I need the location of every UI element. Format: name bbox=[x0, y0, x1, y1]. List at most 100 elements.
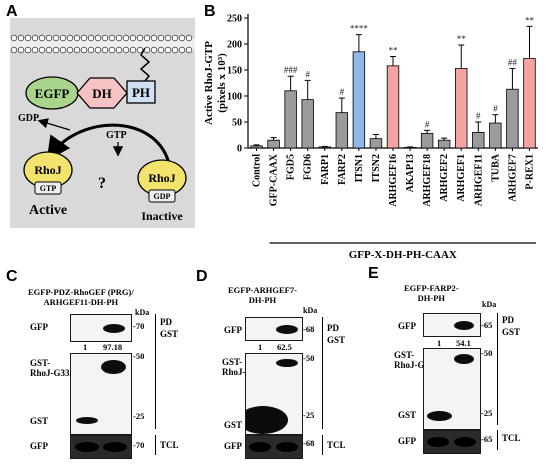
lipid-head bbox=[108, 34, 116, 42]
lipid-head bbox=[157, 46, 165, 54]
gtp-tag-label: GTP bbox=[40, 184, 57, 193]
lipid-head bbox=[129, 46, 137, 54]
blot-c-gfp-pd bbox=[70, 314, 132, 342]
blot-e-gfp-tcl bbox=[423, 430, 481, 454]
gdp-exit-arrow bbox=[37, 118, 71, 131]
x-tick-label: ITSN1 bbox=[354, 154, 365, 182]
blot-d-kda: kDa bbox=[303, 306, 318, 315]
band bbox=[427, 437, 449, 447]
bar bbox=[420, 133, 434, 149]
blot-c-tcl-bracket bbox=[155, 435, 156, 455]
blot-d-label-gst: GST bbox=[224, 420, 243, 430]
rhoj-active-label: RhoJ bbox=[34, 163, 61, 177]
inactive-label: Inactive bbox=[141, 209, 183, 223]
y-tick-label: 100 bbox=[227, 92, 242, 103]
bar bbox=[284, 90, 297, 149]
activation-arrow bbox=[46, 123, 172, 169]
y-axis-label-line: (pixels x 10³) bbox=[216, 53, 228, 113]
ph-domain bbox=[126, 80, 156, 104]
y-axis-label: Active RhoJ-GTP(pixels x 10³) bbox=[203, 41, 228, 125]
x-tick-label: ITSN2 bbox=[371, 154, 382, 182]
blot-c-mw-2: -50 bbox=[133, 351, 145, 361]
y-axis-label-line: Active RhoJ-GTP bbox=[203, 41, 215, 125]
blot-d-label-gfp: GFP bbox=[224, 325, 242, 335]
bar bbox=[489, 122, 502, 149]
y-tick-label: 250 bbox=[227, 14, 242, 25]
blot-d-mw-3: -25 bbox=[303, 410, 315, 420]
band bbox=[103, 442, 127, 452]
blot-e-mw-4: -65 bbox=[481, 434, 493, 444]
dh-label: DH bbox=[92, 86, 112, 101]
blot-d-tcl-label: TCL bbox=[327, 440, 346, 450]
significance-mark: ** bbox=[457, 34, 467, 44]
lipid-head bbox=[73, 34, 81, 42]
lipid-head bbox=[101, 34, 109, 42]
rhoj-activity-chart: Active RhoJ-GTP(pixels x 10³) 0 50 100 150 20… bbox=[203, 14, 538, 261]
lipid-head bbox=[31, 46, 39, 54]
lipid-head bbox=[178, 34, 186, 42]
lipid-head bbox=[122, 34, 130, 42]
blot-d-pd-bracket bbox=[322, 317, 323, 429]
signaling-schematic: EGFP DH PH GDP GTP ? RhoJ GTP Active Rho… bbox=[10, 18, 195, 228]
lipid-head bbox=[164, 46, 172, 54]
blot-e-pd-bracket bbox=[497, 313, 498, 425]
band bbox=[454, 321, 474, 330]
bar bbox=[455, 68, 468, 149]
blot-d-gfp-tcl bbox=[245, 435, 303, 459]
significance-mark: # bbox=[493, 104, 498, 114]
blot-d-gst-pd bbox=[245, 353, 303, 435]
panel-label-e: E bbox=[368, 265, 379, 282]
blot-e-mw-2: -50 bbox=[481, 348, 493, 358]
band bbox=[101, 360, 126, 374]
blot-c-tcl-label: TCL bbox=[160, 440, 179, 450]
blot-c-mw-4: -70 bbox=[133, 440, 145, 450]
x-tick-label: ARHGEF7 bbox=[507, 154, 518, 202]
bar bbox=[403, 147, 417, 149]
lipid-head bbox=[94, 46, 102, 54]
blot-e-label-gfp-tcl: GFP bbox=[398, 436, 416, 446]
significance-mark: # bbox=[340, 87, 345, 97]
blot-e-quant-1: 1 bbox=[437, 338, 442, 348]
panel-label-b: B bbox=[204, 3, 216, 20]
blot-d-pd-label: PD GST bbox=[327, 323, 346, 345]
lipid-head bbox=[164, 34, 172, 42]
blot-e-tcl-label: TCL bbox=[502, 433, 521, 443]
blot-c-mw-1: -70 bbox=[133, 321, 145, 331]
lipid-head bbox=[52, 46, 60, 54]
lipid-heads bbox=[10, 34, 193, 54]
blot-d-mw-2: -50 bbox=[303, 353, 315, 363]
lipid-head bbox=[108, 46, 116, 54]
bar bbox=[301, 99, 314, 149]
significance-mark: # bbox=[425, 119, 430, 129]
significance-mark: ** bbox=[389, 45, 399, 55]
lipid-head bbox=[94, 34, 102, 42]
significance-mark: ### bbox=[284, 65, 298, 75]
x-tick-label: FGD5 bbox=[286, 154, 297, 180]
blot-e-label-gfp: GFP bbox=[398, 321, 416, 331]
bar bbox=[250, 145, 263, 149]
blot-c-kda: kDa bbox=[135, 308, 150, 317]
blot-e-title: EGFP-FARP2- DH-PH bbox=[404, 283, 459, 303]
lipid-head bbox=[24, 34, 32, 42]
lipid-head bbox=[80, 46, 88, 54]
y-tick-label: 0 bbox=[237, 144, 242, 155]
gtp-label: GTP bbox=[106, 130, 127, 141]
blot-c-label-gfp-tcl: GFP bbox=[30, 441, 48, 451]
lipid-head bbox=[17, 46, 25, 54]
blot-c-quant-1: 1 bbox=[83, 342, 88, 352]
lipid-head bbox=[59, 46, 67, 54]
significance-mark: **** bbox=[350, 24, 369, 34]
rhoj-inactive-label: RhoJ bbox=[148, 171, 175, 185]
bar bbox=[352, 51, 366, 149]
lipid-head bbox=[171, 34, 179, 42]
x-tick-label: FARP2 bbox=[337, 154, 348, 185]
significance-mark: # bbox=[476, 111, 481, 121]
lipid-head bbox=[101, 46, 109, 54]
lipid-head bbox=[129, 34, 137, 42]
lipid-head bbox=[150, 34, 158, 42]
lipid-head bbox=[122, 46, 130, 54]
significance-mark: ** bbox=[525, 15, 535, 25]
blot-c-label-gfp: GFP bbox=[30, 322, 48, 332]
blot-e-label-gst-rhoj: GST- RhoJ-G33A bbox=[394, 350, 441, 370]
blot-c-title: EGFP-PDZ-RhoGEF (PRG)/ ARHGEF11-DH-PH bbox=[28, 287, 134, 307]
